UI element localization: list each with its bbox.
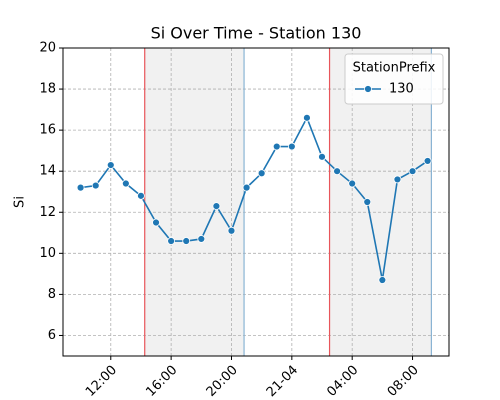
y-axis-label: Si <box>13 196 28 208</box>
data-point <box>182 237 191 245</box>
data-point <box>76 183 85 192</box>
x-tick-label: 20:00 <box>204 363 241 400</box>
data-point <box>272 142 281 151</box>
data-point <box>348 179 357 188</box>
data-point <box>303 113 311 122</box>
y-tick-label: 14 <box>39 164 56 179</box>
data-point <box>106 161 115 169</box>
data-point <box>257 169 266 178</box>
y-tick-label: 10 <box>39 246 56 261</box>
chart-title: Si Over Time - Station 130 <box>151 24 362 43</box>
data-point <box>197 235 206 243</box>
data-point <box>152 218 160 227</box>
y-tick-label: 8 <box>48 287 56 302</box>
data-point <box>408 167 417 176</box>
data-point <box>137 191 145 200</box>
data-point <box>378 276 387 284</box>
legend-label: 130 <box>389 82 414 97</box>
data-point <box>318 152 326 161</box>
x-tick-label: 08:00 <box>385 363 422 400</box>
data-point <box>167 237 176 245</box>
data-point <box>227 226 236 235</box>
x-tick-label: 21-04 <box>264 363 301 400</box>
x-tick-label: 12:00 <box>83 363 120 400</box>
y-tick-label: 16 <box>39 123 56 138</box>
plot-frame <box>62 47 450 357</box>
x-tick-label: 16:00 <box>143 363 180 400</box>
data-point <box>423 157 432 165</box>
data-point <box>91 181 100 190</box>
shaded-span <box>144 48 245 356</box>
data-point <box>333 167 341 176</box>
y-tick-label: 12 <box>39 205 56 220</box>
data-point <box>212 202 221 211</box>
y-tick-label: 20 <box>39 41 56 56</box>
x-tick-label: 04:00 <box>324 363 361 400</box>
data-point <box>242 183 251 192</box>
data-point <box>121 179 130 188</box>
legend-title: StationPrefix <box>353 61 436 76</box>
data-point <box>363 198 372 206</box>
legend-marker <box>364 85 372 93</box>
data-point <box>287 142 296 151</box>
y-tick-label: 18 <box>39 82 56 97</box>
data-point <box>393 175 402 184</box>
y-tick-label: 6 <box>48 328 56 343</box>
